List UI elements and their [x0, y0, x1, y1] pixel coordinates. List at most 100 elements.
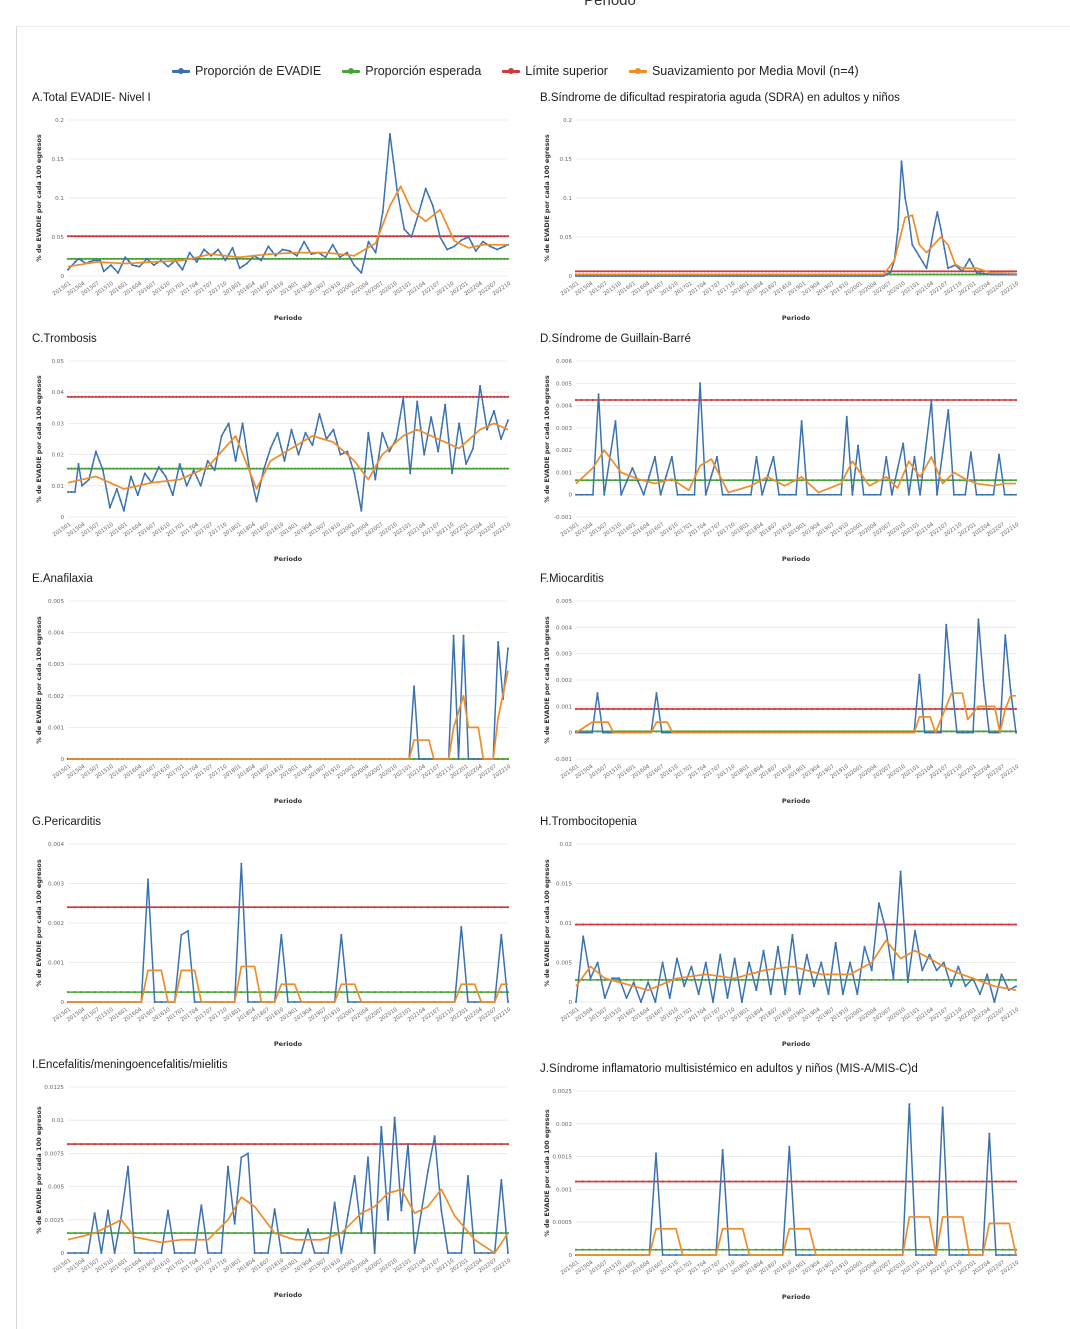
expected-series-point	[402, 467, 405, 470]
expected-series-point	[468, 467, 471, 470]
upper-limit-series-point	[413, 1143, 416, 1146]
evadie-series-point	[761, 275, 764, 277]
upper-limit-series-point	[761, 1180, 764, 1183]
evadie-series-point	[726, 997, 729, 1000]
upper-limit-series-point	[803, 270, 807, 273]
upper-limit-series-point	[453, 1143, 456, 1146]
expected-series-point	[366, 991, 370, 994]
expected-series-point	[163, 257, 166, 260]
upper-limit-series-point	[601, 1180, 604, 1183]
expected-series-point	[300, 467, 304, 470]
upper-limit-series-point	[994, 1180, 998, 1183]
evadie-series-point	[153, 1252, 156, 1254]
expected-series-point	[981, 479, 984, 482]
upper-limit-series-point	[244, 395, 248, 398]
expected-series-point	[99, 257, 102, 260]
upper-limit-series-point	[113, 235, 116, 238]
evadie-series-point	[915, 1254, 917, 1256]
upper-limit-series-point	[220, 1143, 223, 1146]
upper-limit-series-point	[480, 906, 483, 909]
y-tick-label: 0.001	[48, 725, 64, 731]
evadie-series-point	[447, 1252, 449, 1254]
upper-limit-series-point	[164, 395, 167, 398]
upper-limit-series-point	[332, 395, 335, 398]
evadie-series-point	[786, 275, 789, 277]
upper-limit-series-point	[594, 1180, 598, 1183]
upper-limit-series-point	[690, 923, 693, 926]
evadie-series-point	[1009, 493, 1012, 496]
y-tick-label: 0.004	[48, 631, 64, 637]
evadie-series-point	[210, 254, 213, 257]
upper-limit-series-point	[188, 235, 191, 238]
legend-item[interactable]: Proporción de EVADIE	[172, 64, 321, 78]
evadie-series-point	[73, 491, 76, 494]
legend-item[interactable]: Suavizamiento por Media Movil (n=4)	[628, 64, 859, 78]
expected-series-point	[113, 1231, 116, 1235]
upper-limit-series-point	[146, 906, 150, 909]
expected-series-point	[366, 1231, 370, 1235]
evadie-series-point	[413, 1252, 416, 1254]
upper-limit-series-point	[661, 1180, 664, 1183]
expected-series-point	[113, 991, 116, 994]
evadie-series-point	[147, 477, 150, 479]
evadie-series-point	[682, 275, 685, 277]
y-tick-label: 0.002	[556, 678, 572, 684]
evadie-series-point	[775, 275, 778, 277]
legend-item[interactable]: Proporción esperada	[342, 64, 481, 78]
upper-limit-series-point	[796, 270, 799, 273]
evadie-series-point	[936, 211, 939, 214]
upper-limit-series-point	[948, 1180, 951, 1183]
expected-series-point	[86, 1231, 90, 1235]
evadie-series-point	[873, 493, 876, 496]
upper-limit-series-point	[896, 270, 900, 273]
upper-limit-series-point	[755, 398, 758, 402]
upper-limit-series-point	[106, 1143, 110, 1146]
expected-series-point	[1014, 479, 1018, 482]
upper-limit-series-point	[433, 906, 436, 909]
evadie-series-point	[964, 985, 967, 988]
upper-limit-series-point	[832, 707, 835, 711]
upper-limit-series-point	[748, 923, 751, 926]
upper-limit-series-point	[373, 906, 376, 909]
expected-series-point	[437, 467, 440, 470]
upper-limit-series-point	[349, 395, 352, 398]
expected-series-point	[70, 257, 73, 260]
upper-limit-series-point	[77, 235, 80, 238]
upper-limit-series-point	[904, 270, 907, 273]
evadie-series-point	[424, 187, 427, 190]
evadie-series	[67, 634, 509, 760]
upper-limit-series-point	[413, 235, 417, 238]
evadie-series-point	[338, 256, 341, 259]
evadie-series-point	[195, 260, 198, 263]
evadie-series-point	[710, 474, 713, 477]
evadie-series-point	[467, 1174, 469, 1177]
upper-limit-series-point	[639, 923, 643, 926]
upper-limit-series-point	[273, 906, 276, 909]
upper-limit-series-point	[721, 270, 724, 273]
evadie-series-point	[131, 264, 134, 267]
y-tick-label: 0.006	[556, 359, 572, 365]
evadie-series-point	[253, 1001, 256, 1003]
evadie-series-point	[642, 493, 645, 496]
upper-limit-series-point	[954, 270, 957, 273]
upper-limit-series-point	[668, 1180, 671, 1183]
expected-series-point	[277, 257, 281, 260]
legend-item[interactable]: Límite superior	[502, 64, 608, 78]
upper-limit-series-point	[971, 923, 974, 926]
expected-series-point	[193, 1231, 196, 1235]
y-tick-label: 0	[60, 1000, 64, 1006]
upper-limit-series-point	[913, 923, 917, 926]
evadie-series-point	[918, 255, 921, 258]
upper-limit-series-point	[580, 398, 583, 402]
upper-limit-series-point	[969, 398, 972, 402]
upper-limit-series-point	[80, 1143, 83, 1146]
evadie-series-point	[975, 493, 978, 496]
expected-series-point	[133, 1231, 136, 1235]
expected-series-point	[828, 479, 831, 482]
upper-limit-series-point	[493, 906, 496, 909]
upper-limit-series-point	[393, 906, 396, 909]
expected-series-point	[255, 467, 258, 470]
upper-limit-series-point	[929, 270, 932, 273]
upper-limit-series-point	[153, 1143, 156, 1146]
evadie-series-point	[339, 453, 342, 456]
